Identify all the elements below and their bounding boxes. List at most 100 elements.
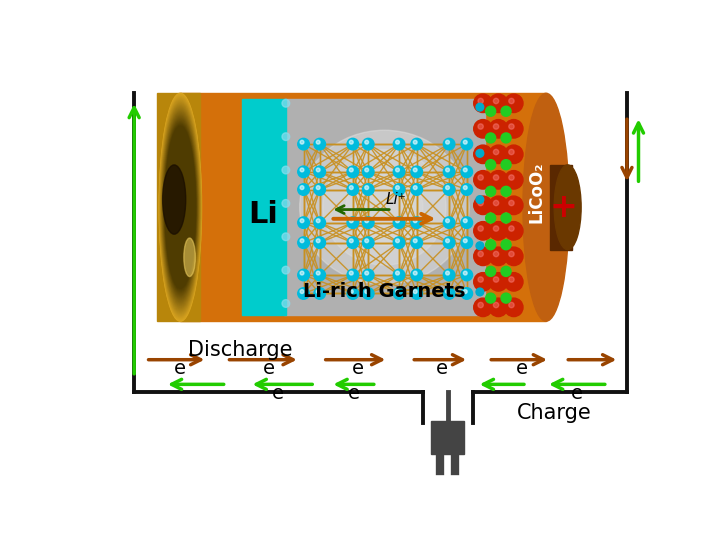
Circle shape bbox=[505, 94, 523, 112]
Circle shape bbox=[349, 289, 354, 294]
Circle shape bbox=[362, 184, 374, 195]
Circle shape bbox=[393, 184, 405, 195]
Circle shape bbox=[486, 106, 495, 116]
Circle shape bbox=[461, 288, 472, 299]
Circle shape bbox=[505, 196, 523, 214]
Bar bbox=[180, 93, 546, 321]
Text: Li⁺: Li⁺ bbox=[386, 192, 406, 207]
Circle shape bbox=[461, 184, 472, 195]
Bar bbox=[431, 421, 464, 454]
Ellipse shape bbox=[161, 102, 200, 313]
Circle shape bbox=[509, 200, 514, 206]
Circle shape bbox=[505, 221, 523, 240]
Circle shape bbox=[444, 217, 455, 228]
Ellipse shape bbox=[554, 165, 581, 249]
Circle shape bbox=[509, 98, 514, 104]
Circle shape bbox=[395, 186, 400, 190]
Circle shape bbox=[314, 269, 325, 281]
Circle shape bbox=[464, 219, 467, 222]
Circle shape bbox=[347, 166, 359, 178]
Ellipse shape bbox=[162, 109, 199, 305]
Circle shape bbox=[282, 99, 289, 107]
Circle shape bbox=[474, 94, 492, 112]
Ellipse shape bbox=[523, 93, 570, 321]
Circle shape bbox=[474, 221, 492, 240]
Circle shape bbox=[316, 271, 320, 275]
Circle shape bbox=[365, 168, 369, 172]
Text: e: e bbox=[348, 384, 359, 403]
Ellipse shape bbox=[165, 123, 196, 292]
Circle shape bbox=[393, 166, 405, 178]
Circle shape bbox=[461, 138, 472, 150]
Circle shape bbox=[493, 98, 499, 104]
Circle shape bbox=[509, 149, 514, 154]
Circle shape bbox=[486, 213, 495, 223]
Circle shape bbox=[393, 237, 405, 248]
Ellipse shape bbox=[162, 110, 198, 304]
Circle shape bbox=[298, 184, 310, 195]
Circle shape bbox=[411, 138, 423, 150]
Circle shape bbox=[486, 186, 495, 197]
Circle shape bbox=[365, 271, 369, 275]
Circle shape bbox=[395, 271, 400, 275]
Circle shape bbox=[411, 184, 423, 195]
Circle shape bbox=[349, 186, 354, 190]
Circle shape bbox=[300, 289, 304, 294]
Circle shape bbox=[362, 288, 374, 299]
Ellipse shape bbox=[184, 238, 195, 276]
Text: +: + bbox=[549, 191, 577, 224]
Circle shape bbox=[493, 251, 499, 256]
Circle shape bbox=[300, 140, 304, 144]
Text: Charge: Charge bbox=[516, 403, 591, 423]
Ellipse shape bbox=[163, 117, 197, 298]
Circle shape bbox=[413, 140, 417, 144]
Circle shape bbox=[461, 237, 472, 248]
Ellipse shape bbox=[163, 115, 197, 300]
Circle shape bbox=[505, 247, 523, 266]
Circle shape bbox=[349, 239, 354, 242]
Circle shape bbox=[474, 247, 492, 266]
Circle shape bbox=[347, 237, 359, 248]
Circle shape bbox=[314, 217, 325, 228]
Circle shape bbox=[411, 217, 423, 228]
Circle shape bbox=[298, 138, 310, 150]
Ellipse shape bbox=[161, 103, 200, 312]
Bar bbox=[284, 99, 485, 315]
Circle shape bbox=[411, 269, 423, 281]
Ellipse shape bbox=[164, 119, 197, 295]
Circle shape bbox=[282, 200, 289, 207]
Circle shape bbox=[349, 219, 354, 222]
Circle shape bbox=[486, 240, 495, 249]
Circle shape bbox=[444, 166, 455, 178]
Circle shape bbox=[478, 277, 483, 282]
Circle shape bbox=[509, 251, 514, 256]
Circle shape bbox=[395, 168, 400, 172]
Circle shape bbox=[474, 196, 492, 214]
Circle shape bbox=[316, 289, 320, 294]
Circle shape bbox=[464, 271, 467, 275]
Ellipse shape bbox=[346, 168, 423, 246]
Text: Li-rich Garnets: Li-rich Garnets bbox=[303, 282, 466, 301]
Ellipse shape bbox=[159, 93, 202, 321]
Circle shape bbox=[395, 289, 400, 294]
Circle shape bbox=[300, 271, 304, 275]
Ellipse shape bbox=[159, 94, 202, 320]
Circle shape bbox=[509, 124, 514, 129]
Circle shape bbox=[476, 288, 484, 296]
Circle shape bbox=[505, 145, 523, 164]
Circle shape bbox=[362, 138, 374, 150]
Text: e: e bbox=[263, 360, 275, 379]
Circle shape bbox=[476, 150, 484, 157]
Circle shape bbox=[464, 140, 467, 144]
Ellipse shape bbox=[163, 112, 198, 303]
Circle shape bbox=[489, 119, 508, 138]
Circle shape bbox=[298, 237, 310, 248]
Circle shape bbox=[413, 271, 417, 275]
Ellipse shape bbox=[160, 96, 201, 319]
Circle shape bbox=[461, 217, 472, 228]
Circle shape bbox=[413, 219, 417, 222]
Circle shape bbox=[365, 186, 369, 190]
Circle shape bbox=[314, 288, 325, 299]
Circle shape bbox=[461, 269, 472, 281]
Circle shape bbox=[444, 288, 455, 299]
